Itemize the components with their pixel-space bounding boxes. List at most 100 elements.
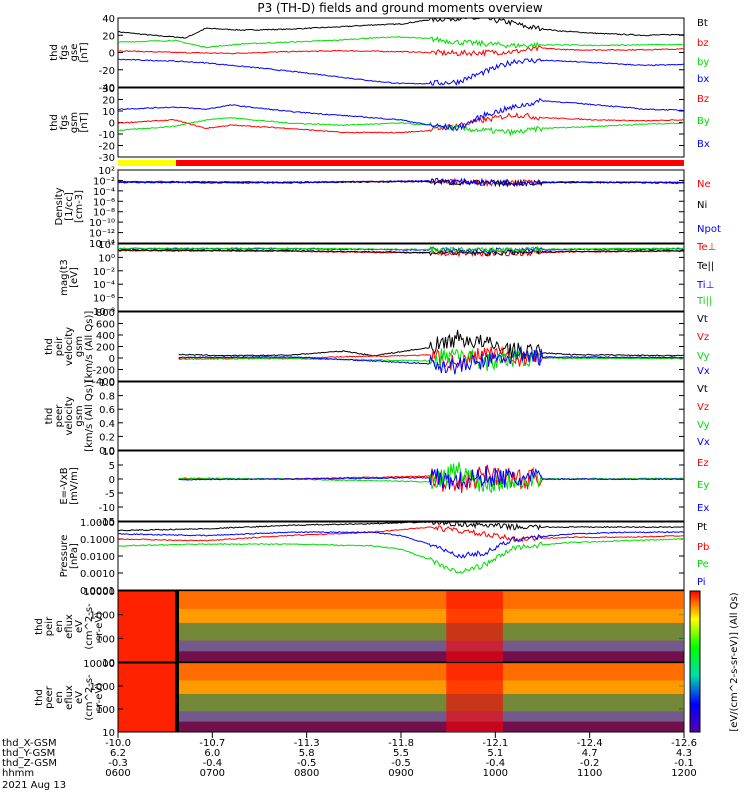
axis-row-value: 5.5 — [393, 748, 409, 759]
ylabel-line: E=-VxB — [59, 467, 70, 504]
legend-entry: Ey — [697, 480, 709, 491]
axis-row-label: thd_Z-GSM — [2, 758, 57, 769]
ylabel-line: fgs — [59, 115, 70, 130]
axis-row-value: -0.2 — [580, 758, 600, 769]
series-line-density-2 — [117, 177, 685, 187]
legend-entry: Vy — [697, 420, 710, 431]
axis-row-label: thd_X-GSM — [2, 738, 57, 749]
axis-row-value: 1200 — [671, 768, 696, 779]
legend-entry: Te|| — [696, 261, 714, 272]
ytick-label: 0.0 — [99, 446, 115, 457]
axis-row-value: -0.4 — [203, 758, 223, 769]
colorbar-scale — [689, 590, 701, 733]
legend-entry: Pb — [697, 542, 709, 553]
ytick-label: 0 — [109, 354, 115, 365]
ylabel-line: peir — [54, 336, 65, 356]
ytick-label: 10⁻⁶ — [93, 197, 115, 208]
ytick-label: 10⁻⁴ — [93, 187, 115, 198]
ytick-label: 100 — [96, 634, 115, 645]
heatmap-band — [178, 591, 684, 609]
ylabel-line: eflux — [64, 614, 75, 639]
ylabel-line: Pressure — [59, 535, 70, 578]
ytick-label: 0 — [109, 119, 115, 130]
ytick-label: 1.0000 — [80, 518, 115, 529]
axis-row-value: -10.0 — [105, 738, 131, 749]
panel-frame-peir-velocity — [117, 311, 685, 382]
ylabel-line: [eV] — [69, 267, 80, 288]
ytick-label: 10000 — [83, 659, 115, 670]
legend-entry: Vx — [697, 366, 710, 377]
ylabel-line: gsm — [74, 336, 85, 357]
ytick-label: 0.8 — [99, 392, 115, 403]
legend-entry: by — [697, 57, 709, 68]
ytick-label: -20 — [99, 66, 115, 77]
axis-row-value: -0.3 — [108, 758, 128, 769]
series-line-fgs-gse-2 — [117, 35, 685, 49]
ytick-label: 800 — [96, 308, 115, 319]
legend-entry: bz — [697, 38, 709, 49]
ylabel-line: velocity — [64, 327, 75, 366]
ylabel-line: thd — [44, 408, 55, 425]
legend-entry: Ti|| — [696, 296, 712, 307]
mode-bar-yellow — [118, 160, 176, 166]
data-gap — [175, 663, 179, 732]
legend-entry: Bz — [697, 94, 709, 105]
series-line-temperature-1 — [117, 248, 685, 257]
ytick-label: 10 — [102, 107, 115, 118]
ylabel-line: thd — [34, 618, 45, 635]
ytick-label: 0 — [109, 475, 115, 486]
ytick-label: 0.0100 — [80, 552, 115, 563]
legend-entry: Ne — [697, 179, 711, 190]
ytick-label: -5 — [105, 489, 115, 500]
ylabel-line: sr-eV) — [94, 612, 105, 641]
ylabel-line: gsm — [74, 405, 85, 426]
series-line-fgs-gse-0 — [117, 17, 685, 39]
legend-entry: Bt — [697, 18, 708, 29]
ytick-label: 100 — [96, 705, 115, 716]
legend-entry: Bx — [697, 139, 710, 150]
series-line-pressure-3 — [117, 531, 685, 559]
axis-row-label: thd_Y-GSM — [2, 748, 55, 759]
panel-frame-pressure — [117, 521, 685, 591]
ytick-label: -20 — [99, 142, 115, 153]
ytick-label: -40 — [99, 83, 115, 94]
ylabel-line: [nT] — [79, 42, 90, 62]
ytick-label: 20 — [102, 31, 115, 42]
axis-row-value: -0.4 — [486, 758, 506, 769]
ytick-label: 0.1000 — [80, 535, 115, 546]
ylabel-line: [km/s (All Qs)] — [84, 311, 95, 383]
heatmap-band — [178, 622, 684, 641]
legend-entry: bx — [697, 74, 709, 85]
ylabel-line: thd — [34, 689, 45, 706]
ytick-label: 0.4 — [99, 419, 115, 430]
ytick-label: 1000 — [90, 682, 115, 693]
legend-entry: Pi — [697, 577, 706, 588]
ylabel-line: mag(t3 — [59, 259, 70, 295]
ytick-label: 400 — [96, 331, 115, 342]
ytick-label: 10⁻¹² — [89, 229, 115, 240]
axis-row-value: -12.6 — [671, 738, 697, 749]
ylabel-line: sr-eV) — [94, 683, 105, 712]
ytick-label: 200 — [96, 343, 115, 354]
ylabel-line: en — [54, 691, 65, 704]
colorbar: [eV/(cm^2-s-sr-eV)] (All Qs) — [689, 590, 740, 733]
ytick-label: 10² — [98, 166, 115, 177]
series-line-pressure-1 — [117, 525, 685, 543]
heatmap-band — [178, 640, 684, 652]
ytick-label: 10 — [102, 728, 115, 739]
series-line-fgs-gsm-2 — [117, 97, 685, 132]
axis-row-value: 6.2 — [110, 748, 126, 759]
series-line-pressure-2 — [117, 538, 685, 574]
ylabel-line: peer — [44, 685, 55, 709]
ylabel-line: en — [54, 620, 65, 633]
legend-entry: Ni — [697, 200, 707, 211]
legend-entry: Pe — [697, 559, 709, 570]
ytick-label: 10⁻¹⁴ — [89, 239, 115, 250]
ytick-label: 0.0001 — [80, 586, 115, 597]
ytick-label: -30 — [99, 153, 115, 164]
date-label: 2021 Aug 13 — [2, 780, 66, 791]
axis-row-value: -11.3 — [294, 738, 320, 749]
ytick-label: 10000 — [83, 587, 115, 598]
bottom-axis: thd_X-GSM -10.0 -10.7 -11.3 -11.8 -12.1 -12.4 -… — [2, 732, 697, 791]
series-line-fgs-gse-1 — [117, 45, 685, 58]
